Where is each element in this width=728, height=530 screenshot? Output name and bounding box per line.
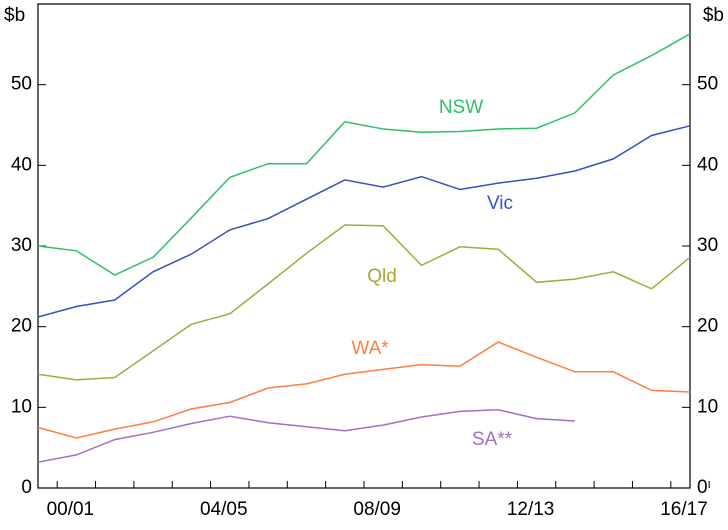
y-tick-label: 10 (11, 396, 32, 417)
y2-tick-label: 20 (697, 316, 718, 337)
x-tick-label: 04/05 (200, 499, 248, 520)
x-tick-label: 12/13 (507, 499, 555, 520)
x-tick-label: 16/17 (660, 499, 708, 520)
series-line (37, 341, 691, 439)
y-tick-label: 50 (11, 74, 32, 95)
series-line (37, 125, 691, 318)
y2-tick-label: 40 (697, 154, 718, 175)
series-line (37, 224, 691, 381)
series-label: WA* (351, 338, 389, 359)
y2-tick-label: 30 (697, 235, 718, 256)
y-tick-label: 40 (11, 154, 32, 175)
y-tick-label: 20 (11, 316, 32, 337)
plot-frame (37, 3, 691, 489)
y2-tick-label: 50 (697, 74, 718, 95)
y-tick-label: 30 (11, 235, 32, 256)
series-label: Qld (367, 266, 397, 287)
y-tick-label: 0 (21, 477, 32, 498)
x-tick-label: 00/01 (47, 499, 95, 520)
y2-tick-label: 0 (697, 477, 708, 498)
series-line (37, 409, 575, 463)
x-tick-label: 08/09 (353, 499, 401, 520)
series-label: Vic (487, 193, 513, 214)
y2-axis-label: $b (703, 5, 724, 26)
series-label: SA** (472, 429, 513, 450)
y-axis-label: $b (4, 5, 25, 26)
y2-tick-label: 10 (697, 396, 718, 417)
series-line (37, 33, 691, 276)
series-label: NSW (439, 97, 483, 118)
